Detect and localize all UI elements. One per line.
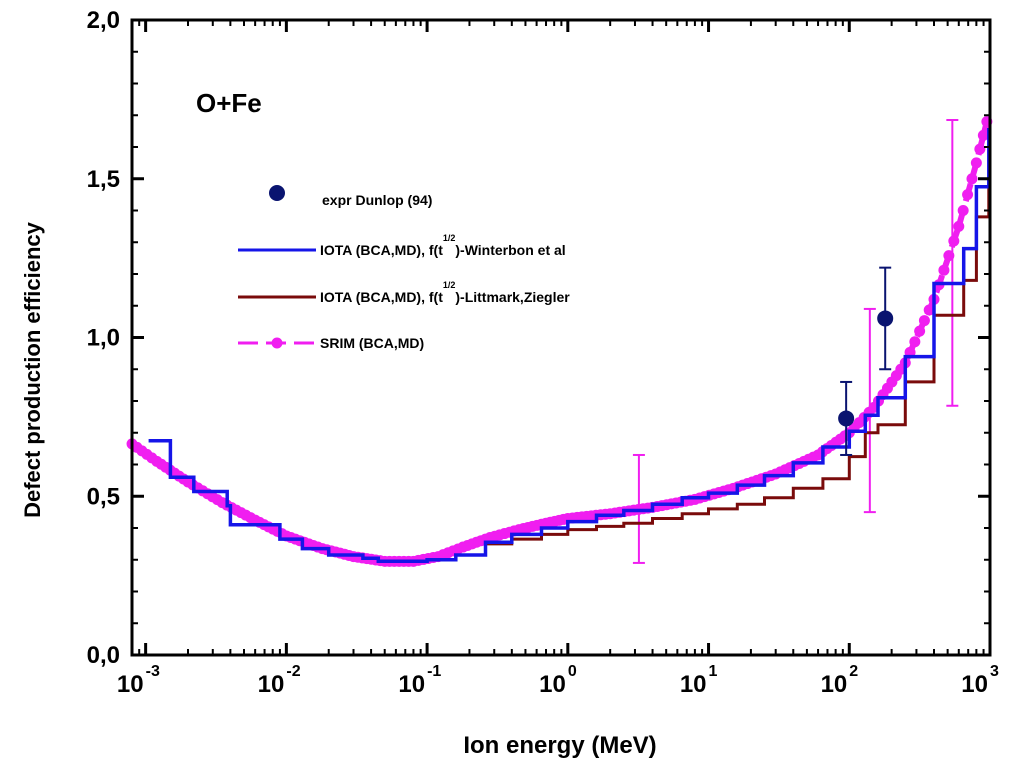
- axis-ticks: 0,00,51,01,52,010 -3 10 -2 10 -1 10 0 10 1 10 2 10 3: [87, 7, 999, 698]
- experiment-point: [877, 310, 894, 327]
- legend-entry: IOTA (BCA,MD), f(t1/2)-Littmark,Ziegler: [238, 280, 570, 305]
- chart-annotation: O+Fe: [196, 88, 262, 118]
- x-tick-label: 10: [961, 671, 988, 698]
- y-axis-title: Defect production efficiency: [20, 221, 45, 518]
- x-tick-label-exponent: -2: [286, 663, 300, 680]
- series-winterbon: [148, 128, 991, 564]
- y-tick-label: 0,5: [87, 483, 120, 510]
- legend-entry: IOTA (BCA,MD), f(t1/2)-Winterbon et al: [238, 233, 566, 258]
- y-tick-label: 1,0: [87, 325, 120, 352]
- x-tick-label: 10: [398, 671, 425, 698]
- x-tick-label: 10: [821, 671, 848, 698]
- legend-label: IOTA (BCA,MD), f(t1/2)-Winterbon et al: [320, 233, 566, 258]
- srim-marker: [970, 157, 982, 169]
- srim-marker: [948, 235, 960, 247]
- srim-marker: [914, 325, 926, 337]
- x-tick-label-exponent: 1: [709, 663, 718, 680]
- x-tick-label: 10: [680, 671, 707, 698]
- y-tick-label: 0,0: [87, 642, 120, 669]
- series-experiment: [838, 266, 894, 456]
- series-littmark: [485, 178, 991, 546]
- series-srim: [126, 116, 993, 567]
- legend-label: IOTA (BCA,MD), f(t1/2)-Littmark,Ziegler: [320, 280, 570, 305]
- littmark-line: [485, 178, 991, 546]
- srim-marker: [974, 143, 986, 155]
- legend-entry: SRIM (BCA,MD): [238, 335, 424, 351]
- srim-marker: [966, 173, 978, 185]
- srim-marker: [918, 315, 930, 327]
- legend: expr Dunlop (94) IOTA (BCA,MD), f(t1/2)-W…: [238, 185, 570, 351]
- srim-marker: [909, 336, 921, 348]
- plot-content: [126, 116, 993, 567]
- x-tick-label: 10: [258, 671, 285, 698]
- srim-marker: [977, 129, 989, 141]
- srim-marker: [923, 304, 935, 316]
- srim-marker: [938, 264, 950, 276]
- legend-label-suffix: )-Littmark,Ziegler: [455, 289, 570, 305]
- srim-marker: [962, 189, 974, 201]
- x-axis-title: Ion energy (MeV): [463, 732, 656, 759]
- legend-label-superscript: 1/2: [443, 233, 456, 243]
- x-tick-label-exponent: 3: [990, 663, 999, 680]
- y-tick-label: 1,5: [87, 166, 120, 193]
- x-tick-label-exponent: 0: [568, 663, 577, 680]
- srim-line: [130, 120, 990, 565]
- x-tick-label: 10: [539, 671, 566, 698]
- experiment-point: [838, 410, 855, 427]
- legend-label-suffix: )-Winterbon et al: [455, 242, 565, 258]
- legend-label: SRIM (BCA,MD): [320, 335, 424, 351]
- x-tick-label-exponent: -1: [427, 663, 441, 680]
- x-tick-label-exponent: 2: [849, 663, 858, 680]
- legend-marker: [269, 185, 285, 201]
- legend-label-superscript: 1/2: [443, 280, 456, 290]
- srim-marker: [953, 220, 965, 232]
- x-tick-label: 10: [117, 671, 144, 698]
- legend-marker: [271, 337, 283, 349]
- y-tick-label: 2,0: [87, 7, 120, 34]
- srim-marker: [957, 205, 969, 216]
- x-tick-label-exponent: -3: [146, 663, 160, 680]
- winterbon-line: [148, 128, 991, 564]
- legend-label: expr Dunlop (94): [322, 192, 432, 208]
- legend-entry: expr Dunlop (94): [269, 185, 432, 208]
